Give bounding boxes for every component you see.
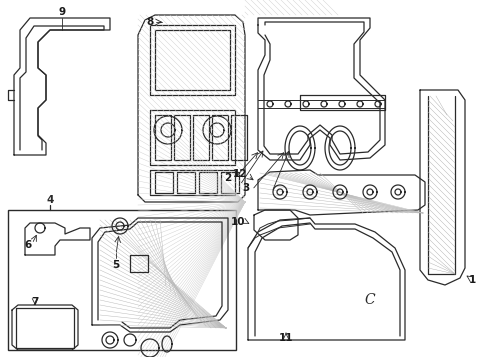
Text: 2: 2 [224, 173, 231, 183]
Text: 3: 3 [242, 183, 249, 193]
Text: 6: 6 [24, 240, 31, 250]
Text: 8: 8 [146, 17, 153, 27]
Text: 5: 5 [112, 260, 120, 270]
Text: 4: 4 [46, 195, 54, 205]
Text: 12: 12 [232, 169, 247, 179]
Text: 10: 10 [230, 217, 245, 227]
Text: 9: 9 [58, 7, 65, 17]
Text: 11: 11 [278, 333, 293, 343]
Text: 1: 1 [468, 275, 475, 285]
Bar [8, 210, 236, 350]
Text: C: C [364, 293, 375, 307]
Text: 7: 7 [31, 297, 39, 307]
